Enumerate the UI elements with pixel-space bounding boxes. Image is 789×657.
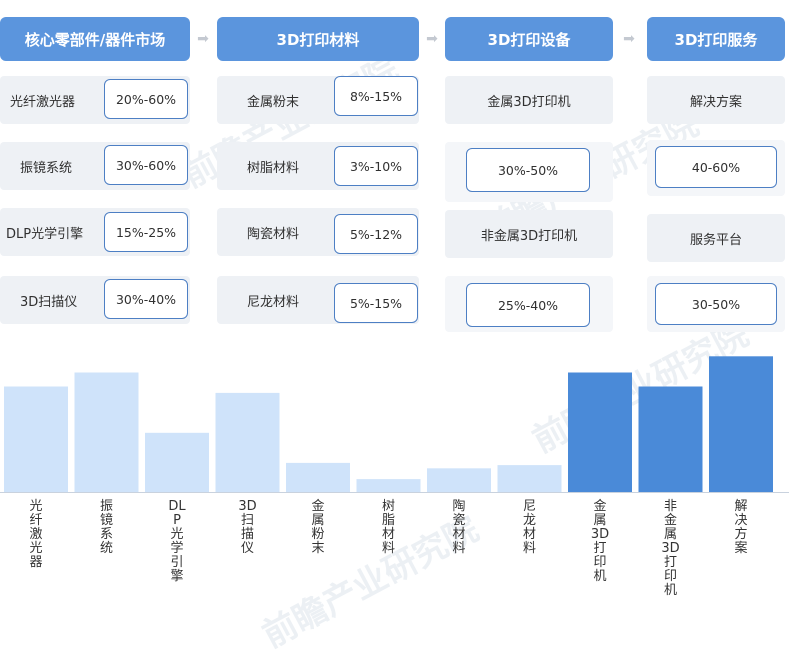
growth-range-badge: 5%-12% <box>334 214 418 254</box>
bar-label: 树脂材料 <box>381 499 395 556</box>
header-3d-printing-materials: 3D打印材料 <box>217 17 419 61</box>
item-name: 3D扫描仪 <box>20 294 78 310</box>
bar-label: 光纤激光器 <box>29 499 43 570</box>
item-name: 陶瓷材料 <box>247 226 300 242</box>
bar-3 <box>215 392 280 492</box>
item-name: 振镜系统 <box>20 160 73 176</box>
bar-8 <box>568 372 632 492</box>
growth-range-badge: 5%-15% <box>334 283 418 323</box>
item-name: 树脂材料 <box>247 160 300 176</box>
item-name: 金属粉末 <box>247 94 300 110</box>
bar-label: 尼龙材料 <box>522 499 536 556</box>
growth-range-badge: 20%-60% <box>104 79 188 119</box>
equipment-item: 金属3D打印机 <box>445 76 613 124</box>
growth-range-badge: 3%-10% <box>334 146 418 186</box>
bar-label: 3D扫描仪 <box>238 499 257 556</box>
bar-2 <box>145 432 209 492</box>
header-core-components: 核心零部件/器件市场 <box>0 17 190 61</box>
growth-range-badge: 25%-40% <box>466 283 590 327</box>
bar-label: 金属粉末 <box>311 499 325 556</box>
growth-range-badge: 30%-50% <box>466 148 590 192</box>
bar-5 <box>356 479 421 492</box>
item-name: 光纤激光器 <box>10 94 76 110</box>
service-item: 解决方案 <box>647 76 785 124</box>
bar-label: 振镜系统 <box>99 499 113 556</box>
bar-0 <box>4 386 68 492</box>
growth-range-badge: 30%-40% <box>104 279 188 319</box>
growth-range-badge: 40-60% <box>655 146 777 188</box>
bar-6 <box>427 468 491 492</box>
bar-label: 陶瓷材料 <box>452 499 466 556</box>
item-name: DLP光学引擎 <box>6 226 84 242</box>
growth-range-badge: 15%-25% <box>104 212 188 252</box>
bar-9 <box>638 386 703 492</box>
growth-range-badge: 8%-15% <box>334 76 418 116</box>
equipment-item: 非金属3D打印机 <box>445 210 613 258</box>
header-3d-printing-services: 3D打印服务 <box>647 17 785 61</box>
bar-4 <box>286 462 350 492</box>
bar-label: 非金属3D打印机 <box>661 499 680 598</box>
bar-label: 金属3D打印机 <box>590 499 610 584</box>
bar-1 <box>74 372 139 492</box>
growth-range-badge: 30%-60% <box>104 145 188 185</box>
service-item: 服务平台 <box>647 214 785 262</box>
item-name: 尼龙材料 <box>247 294 300 310</box>
growth-range-badge: 30-50% <box>655 283 777 325</box>
bar-label: 解决方案 <box>734 499 748 556</box>
growth-bar-chart <box>0 356 789 493</box>
bar-10 <box>709 356 773 492</box>
bar-7 <box>497 465 562 492</box>
right-arrow-icon: ➡ <box>197 31 209 47</box>
header-3d-printing-equipment: 3D打印设备 <box>445 17 613 61</box>
right-arrow-icon: ➡ <box>623 31 635 47</box>
bar-label: DLP光学引擎 <box>168 499 186 584</box>
right-arrow-icon: ➡ <box>426 31 438 47</box>
